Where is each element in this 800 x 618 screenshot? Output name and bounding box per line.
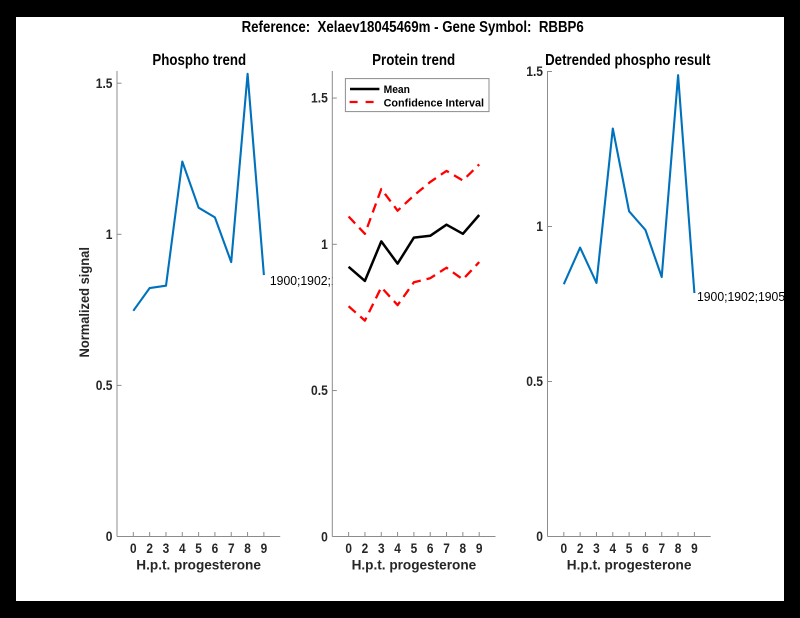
svg-text:Normalized signal: Normalized signal [76, 247, 92, 357]
svg-text:H.p.t. progesterone: H.p.t. progesterone [567, 556, 692, 572]
svg-text:Protein trend: Protein trend [372, 52, 455, 69]
svg-text:3: 3 [163, 541, 170, 556]
svg-text:H.p.t. progesterone: H.p.t. progesterone [352, 556, 477, 572]
svg-text:Reference: Xelaev18045469m -: Reference: Xelaev18045469m - Gene Symbol… [242, 19, 585, 36]
svg-text:1: 1 [536, 219, 543, 234]
svg-text:4: 4 [394, 541, 401, 556]
svg-text:4: 4 [609, 541, 616, 556]
svg-text:2: 2 [146, 541, 153, 556]
svg-text:8: 8 [675, 541, 682, 556]
svg-text:1: 1 [106, 227, 113, 242]
svg-text:6: 6 [212, 541, 219, 556]
svg-text:0: 0 [321, 529, 328, 544]
svg-text:Phospho trend: Phospho trend [152, 52, 246, 69]
svg-text:7: 7 [228, 541, 235, 556]
svg-text:5: 5 [626, 541, 633, 556]
svg-text:5: 5 [411, 541, 418, 556]
svg-text:2: 2 [577, 541, 584, 556]
svg-text:1.5: 1.5 [311, 91, 328, 106]
svg-text:0: 0 [536, 529, 543, 544]
svg-text:Mean: Mean [384, 84, 410, 96]
svg-text:3: 3 [593, 541, 600, 556]
svg-text:3: 3 [378, 541, 385, 556]
svg-text:5: 5 [195, 541, 202, 556]
svg-text:1: 1 [321, 237, 328, 252]
svg-text:4: 4 [179, 541, 186, 556]
svg-text:0.5: 0.5 [311, 383, 328, 398]
svg-text:7: 7 [443, 541, 450, 556]
svg-text:2: 2 [362, 541, 369, 556]
svg-text:9: 9 [476, 541, 483, 556]
svg-text:Confidence Interval: Confidence Interval [384, 98, 484, 110]
svg-text:6: 6 [427, 541, 434, 556]
svg-text:0.5: 0.5 [526, 374, 543, 389]
svg-text:8: 8 [244, 541, 251, 556]
svg-text:1900;1902;1905: 1900;1902;1905 [270, 273, 358, 288]
svg-text:7: 7 [658, 541, 665, 556]
svg-text:0: 0 [106, 529, 113, 544]
svg-text:6: 6 [642, 541, 649, 556]
svg-text:1.5: 1.5 [526, 64, 543, 79]
svg-text:8: 8 [460, 541, 467, 556]
svg-text:0.5: 0.5 [96, 378, 113, 393]
svg-text:0: 0 [130, 541, 137, 556]
svg-text:1.5: 1.5 [96, 76, 113, 91]
svg-text:0: 0 [345, 541, 352, 556]
svg-text:Detrended phospho result: Detrended phospho result [545, 52, 710, 69]
svg-text:H.p.t. progesterone: H.p.t. progesterone [136, 556, 261, 572]
svg-text:1900;1902;1905: 1900;1902;1905 [697, 289, 785, 304]
svg-text:9: 9 [261, 541, 268, 556]
svg-text:9: 9 [691, 541, 698, 556]
svg-text:0: 0 [561, 541, 568, 556]
